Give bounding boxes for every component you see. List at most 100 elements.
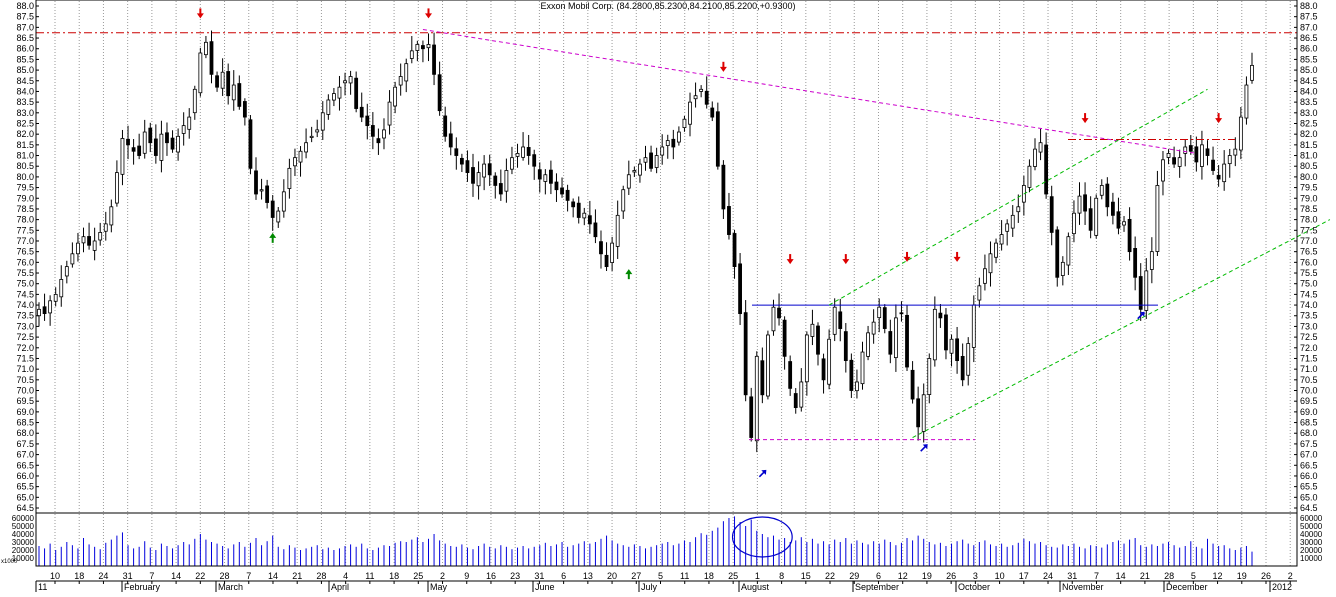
candle-body — [882, 307, 887, 329]
candle-body — [482, 163, 487, 178]
price-tick-label-right: 81.5 — [1300, 140, 1318, 150]
price-tick-label-right: 71.5 — [1300, 353, 1318, 363]
candle-body — [626, 174, 631, 189]
candle-body — [1122, 221, 1126, 226]
candle-body — [459, 157, 464, 165]
candle-body — [999, 234, 1004, 245]
candle-body — [1110, 201, 1115, 216]
candle-body — [354, 77, 359, 109]
down-arrow-icon — [1081, 113, 1089, 124]
candle-body — [855, 381, 859, 392]
volume-panel-frame — [35, 512, 1298, 567]
candle-body — [1016, 206, 1021, 213]
day-tick-label: 12 — [1213, 571, 1223, 581]
price-tick-label-right: 67.0 — [1300, 450, 1318, 460]
price-tick-label-left: 70.0 — [16, 386, 34, 396]
day-tick-label: 14 — [1116, 571, 1126, 581]
candle-body — [1127, 218, 1132, 253]
candle-body — [960, 355, 965, 381]
month-label: November — [1062, 582, 1104, 592]
candle-body — [53, 293, 58, 302]
candle-body — [181, 125, 186, 134]
candle-body — [137, 145, 142, 156]
price-tick-label-right: 83.5 — [1300, 97, 1318, 107]
price-tick-label-right: 75.0 — [1300, 279, 1318, 289]
arrow-head — [761, 469, 767, 475]
candle-body — [237, 83, 242, 107]
price-tick-label-right: 72.0 — [1300, 343, 1318, 353]
down-arrow-icon — [1215, 113, 1223, 124]
volume-tick-label-right: 20000 — [1300, 546, 1323, 555]
price-tick-label-left: 80.5 — [16, 161, 34, 171]
candle-body — [1005, 223, 1010, 232]
candle-body — [348, 76, 353, 84]
candle-body — [487, 163, 492, 176]
candle-body — [715, 111, 720, 167]
price-tick-label-left: 77.0 — [16, 236, 34, 246]
candle-body — [87, 236, 91, 246]
candle-body — [955, 338, 959, 362]
day-tick-label: 7 — [149, 571, 154, 581]
price-tick-label-left: 65.5 — [16, 482, 34, 492]
candle-body — [977, 285, 982, 301]
price-tick-label-right: 70.5 — [1300, 375, 1318, 385]
candle-body — [916, 398, 921, 428]
price-tick-label-left: 82.5 — [16, 118, 34, 128]
candle-body — [1166, 152, 1171, 158]
day-tick-label: 5 — [1191, 571, 1196, 581]
candle-body — [1155, 185, 1160, 252]
candle-body — [103, 223, 108, 232]
candle-body — [599, 241, 603, 255]
candle-body — [932, 308, 937, 361]
candle-body — [376, 138, 381, 144]
candle-body — [276, 210, 281, 223]
price-tick-label-right: 68.0 — [1300, 428, 1318, 438]
day-tick-label: 28 — [220, 571, 230, 581]
day-tick-label: 9 — [464, 571, 469, 581]
candle-body — [70, 253, 75, 265]
month-label: October — [958, 582, 990, 592]
candle-body — [1105, 183, 1110, 208]
arrow-head — [719, 66, 727, 72]
candle-body — [710, 107, 715, 118]
day-tick-label: 11 — [680, 571, 689, 581]
month-label: April — [331, 582, 349, 592]
day-tick-label: 27 — [631, 571, 641, 581]
day-tick-label: 18 — [704, 571, 714, 581]
price-tick-label-left: 80.0 — [16, 172, 34, 182]
candle-body — [526, 147, 531, 156]
price-tick-label-right: 83.0 — [1300, 108, 1318, 118]
price-tick-label-left: 78.5 — [16, 204, 34, 214]
candle-body — [727, 206, 731, 235]
candle-body — [148, 127, 153, 144]
price-tick-label-right: 87.0 — [1300, 22, 1318, 32]
candle-body — [871, 321, 876, 335]
candle-body — [471, 167, 475, 184]
candle-body — [1044, 144, 1049, 195]
candle-body — [1172, 157, 1177, 165]
day-tick-label: 2 — [440, 571, 445, 581]
candle-body — [304, 142, 308, 153]
candle-body — [621, 189, 626, 212]
candle-body — [298, 150, 303, 163]
candle-body — [971, 304, 976, 348]
price-tick-label-right: 86.0 — [1300, 44, 1318, 54]
price-tick-label-right: 84.5 — [1300, 76, 1318, 86]
candle-body — [515, 152, 520, 157]
candle-body — [938, 312, 943, 319]
axis-layer: 64.5 64.565.0 65.065.5 65.566.0 66.066.5 66.5… — [1, 1, 1323, 592]
candle-body — [126, 138, 130, 146]
candle-body — [804, 334, 809, 383]
volume-tick-label-left: 20000 — [12, 546, 35, 555]
candle-body — [888, 331, 893, 355]
candle-body — [432, 44, 436, 75]
down-arrow-icon — [903, 251, 911, 262]
arrow-head — [922, 444, 928, 450]
day-tick-label: 22 — [195, 571, 205, 581]
candle-body — [1177, 157, 1182, 167]
price-tick-label-left: 66.0 — [16, 471, 34, 481]
day-tick-label: 1 — [755, 571, 760, 581]
line-layer — [36, 29, 1331, 441]
candle-body — [821, 358, 826, 381]
